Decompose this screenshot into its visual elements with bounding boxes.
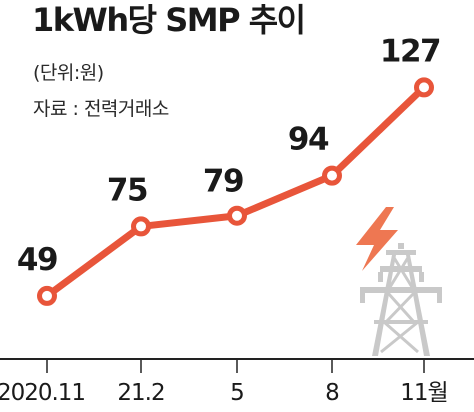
data-label: 79: [203, 164, 243, 200]
data-point: [322, 165, 342, 186]
data-point: [414, 77, 434, 98]
x-tick-label: 8: [325, 380, 339, 406]
source-label: 자료 : 전력거래소: [33, 98, 169, 120]
data-point: [37, 285, 57, 306]
data-label: 49: [17, 242, 57, 278]
x-tick-label: 21.2: [117, 380, 164, 406]
x-tick-label: 2020.11: [0, 380, 85, 406]
data-point: [131, 216, 151, 237]
chart-title: 1kWh당 SMP 추이: [32, 1, 305, 39]
unit-label: (단위:원): [33, 62, 104, 84]
lightning-bolt-icon: [356, 207, 398, 271]
data-point: [227, 205, 247, 226]
x-tick-label: 5: [230, 380, 244, 406]
data-label: 75: [107, 172, 147, 208]
data-label: 127: [380, 33, 440, 69]
data-label: 94: [288, 122, 329, 158]
power-tower-icon: [360, 243, 442, 356]
x-tick-label: 11월: [400, 380, 447, 406]
